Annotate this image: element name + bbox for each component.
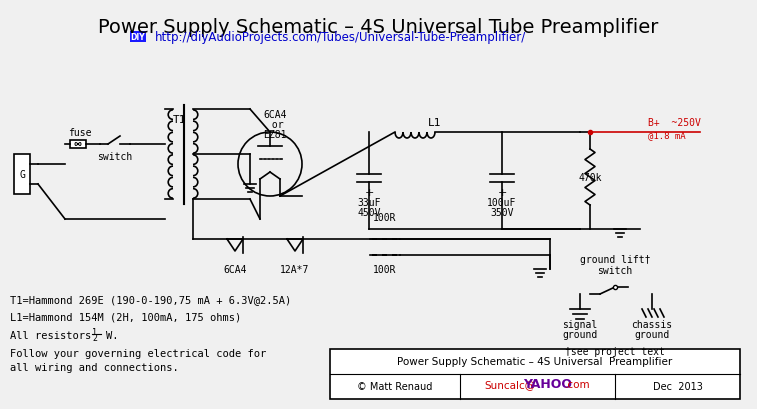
Text: YAHOO: YAHOO [524, 378, 572, 391]
Text: .com: .com [565, 379, 590, 389]
Text: W.: W. [106, 330, 119, 340]
Text: Power Supply Schematic – 4S Universal  Preamplifier: Power Supply Schematic – 4S Universal Pr… [397, 356, 673, 366]
Text: +: + [364, 188, 374, 198]
Text: ground: ground [562, 329, 597, 339]
Text: B+  ~250V: B+ ~250V [648, 118, 701, 128]
Text: signal: signal [562, 319, 597, 329]
Text: ground lift†: ground lift† [580, 254, 650, 264]
Text: switch: switch [98, 152, 132, 162]
Text: switch: switch [597, 265, 633, 275]
Text: DIY: DIY [131, 34, 145, 43]
Text: 6CA4: 6CA4 [223, 264, 247, 274]
Text: 2: 2 [92, 333, 97, 342]
Text: @1.8 mA: @1.8 mA [648, 131, 686, 140]
Text: 350V: 350V [491, 207, 514, 218]
Text: ground: ground [634, 329, 670, 339]
Text: Follow your governing electrical code for: Follow your governing electrical code fo… [10, 348, 266, 358]
Text: Dec  2013: Dec 2013 [653, 381, 703, 391]
Text: Power Supply Schematic – 4S Universal Tube Preamplifier: Power Supply Schematic – 4S Universal Tu… [98, 18, 658, 37]
Text: G: G [19, 170, 25, 180]
Text: 6CA4: 6CA4 [263, 110, 287, 120]
Text: All resistors: All resistors [10, 330, 98, 340]
Text: © Matt Renaud: © Matt Renaud [357, 381, 433, 391]
Bar [130, 32, 146, 43]
Text: †see project text: †see project text [565, 346, 665, 356]
Text: all wiring and connections.: all wiring and connections. [10, 362, 179, 372]
Text: T1: T1 [173, 115, 187, 125]
Text: 450V: 450V [357, 207, 381, 218]
Bar [14, 155, 30, 195]
Text: chassis: chassis [631, 319, 672, 329]
Text: http://diyAudioProjects.com/Tubes/Universal-Tube-Preamplifier/: http://diyAudioProjects.com/Tubes/Univer… [155, 31, 526, 45]
Text: Suncalc@: Suncalc@ [484, 379, 535, 389]
Text: 1: 1 [92, 327, 97, 336]
Text: 100R: 100R [373, 213, 397, 222]
Text: or: or [266, 120, 284, 130]
Text: 470k: 470k [578, 173, 602, 182]
Text: 33uF: 33uF [357, 198, 381, 207]
Text: 100R: 100R [373, 264, 397, 274]
Text: 100uF: 100uF [488, 198, 517, 207]
Bar [70, 141, 86, 148]
Bar [330, 349, 740, 399]
Text: L1=Hammond 154M (2H, 100mA, 175 ohms): L1=Hammond 154M (2H, 100mA, 175 ohms) [10, 312, 241, 322]
Text: EZ81: EZ81 [263, 130, 287, 139]
Text: +: + [497, 188, 506, 198]
Text: L1: L1 [428, 118, 442, 128]
Text: T1=Hammond 269E (190-0-190,75 mA + 6.3V@2.5A): T1=Hammond 269E (190-0-190,75 mA + 6.3V@… [10, 294, 291, 304]
Text: 12A*7: 12A*7 [280, 264, 310, 274]
Text: fuse: fuse [68, 128, 92, 138]
